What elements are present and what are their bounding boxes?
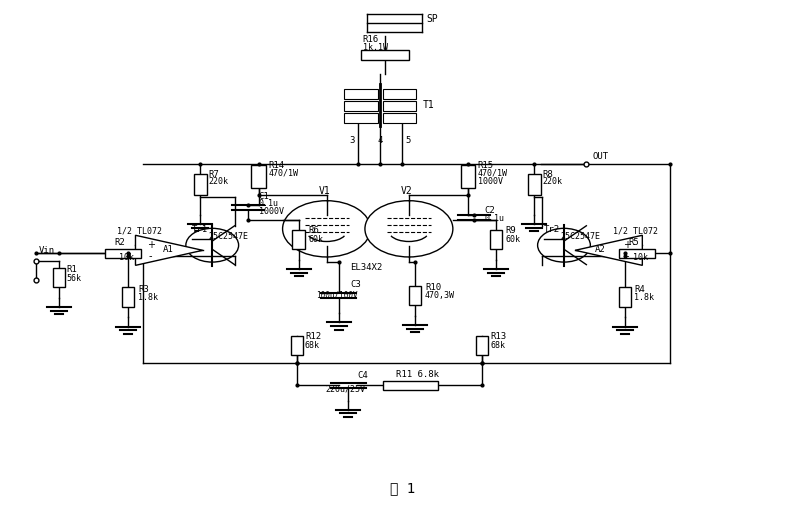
Bar xyxy=(194,174,207,194)
Text: 1.8k: 1.8k xyxy=(138,293,158,302)
Text: 10k: 10k xyxy=(633,253,648,262)
Text: 25C2547E: 25C2547E xyxy=(560,232,600,241)
Bar xyxy=(345,89,378,99)
Text: 56k: 56k xyxy=(67,273,82,282)
Bar xyxy=(345,113,378,124)
Text: OUT: OUT xyxy=(592,153,609,161)
Text: SP: SP xyxy=(427,14,438,24)
Bar xyxy=(382,381,439,390)
Bar xyxy=(489,230,502,249)
Text: A2: A2 xyxy=(594,246,605,254)
Text: 220k: 220k xyxy=(208,177,229,187)
Text: 60k: 60k xyxy=(506,235,521,244)
Bar xyxy=(53,268,64,287)
Bar xyxy=(361,50,409,60)
Text: 1/2 TL072: 1/2 TL072 xyxy=(117,227,162,236)
Text: R11 6.8k: R11 6.8k xyxy=(396,370,439,379)
Text: Tr1: Tr1 xyxy=(192,225,208,234)
Text: 1000V: 1000V xyxy=(477,177,502,186)
Text: -: - xyxy=(625,251,629,261)
Text: 25C2547E: 25C2547E xyxy=(208,232,248,241)
Text: R13: R13 xyxy=(490,332,506,341)
Text: EL34X2: EL34X2 xyxy=(350,263,382,271)
Text: T1: T1 xyxy=(423,100,434,110)
Text: -: - xyxy=(149,251,152,261)
Polygon shape xyxy=(576,235,642,265)
Text: R14: R14 xyxy=(268,160,284,170)
Text: +: + xyxy=(147,240,155,250)
Bar xyxy=(382,89,416,99)
Bar xyxy=(345,101,378,111)
Text: 1.8k: 1.8k xyxy=(634,293,654,302)
Text: R8: R8 xyxy=(543,170,553,179)
Circle shape xyxy=(538,229,590,262)
Text: 3: 3 xyxy=(349,136,354,145)
Bar xyxy=(105,249,141,258)
Bar xyxy=(460,165,475,188)
Text: 60k: 60k xyxy=(308,235,323,244)
Text: 100u/100V: 100u/100V xyxy=(316,291,357,299)
Text: R15: R15 xyxy=(477,160,493,170)
Text: R6: R6 xyxy=(308,226,319,235)
Text: 5: 5 xyxy=(406,136,411,145)
Bar xyxy=(291,336,303,355)
Circle shape xyxy=(365,201,453,257)
Text: 1k.1W: 1k.1W xyxy=(362,43,387,52)
Bar xyxy=(528,174,541,194)
Circle shape xyxy=(283,201,370,257)
Text: R9: R9 xyxy=(506,226,516,235)
Text: 0.1u: 0.1u xyxy=(485,214,505,223)
Text: R1: R1 xyxy=(67,265,77,275)
Text: Vin: Vin xyxy=(39,247,55,255)
Text: 1000V: 1000V xyxy=(258,206,283,216)
Text: A1: A1 xyxy=(163,246,173,254)
Text: R4: R4 xyxy=(634,285,645,294)
Bar xyxy=(477,336,489,355)
Text: C1: C1 xyxy=(258,192,270,201)
Text: +: + xyxy=(623,240,631,250)
Text: 68k: 68k xyxy=(305,341,320,349)
Text: 470/1W: 470/1W xyxy=(477,168,508,177)
Bar xyxy=(251,165,266,188)
Text: 68k: 68k xyxy=(490,341,506,349)
Text: C2: C2 xyxy=(485,206,496,215)
Text: R10: R10 xyxy=(425,283,441,292)
Bar xyxy=(382,101,416,111)
Polygon shape xyxy=(135,235,203,265)
Text: 470/1W: 470/1W xyxy=(268,168,298,177)
Bar xyxy=(619,287,631,307)
Text: R5: R5 xyxy=(629,238,639,247)
Text: C4: C4 xyxy=(357,371,369,380)
Text: C3: C3 xyxy=(350,280,361,289)
Text: 220u/25V: 220u/25V xyxy=(326,385,365,393)
Text: 10k: 10k xyxy=(118,253,134,262)
Text: 1/2 TL072: 1/2 TL072 xyxy=(613,227,658,236)
Text: 4: 4 xyxy=(378,136,383,145)
Bar xyxy=(382,113,416,124)
Text: R3: R3 xyxy=(138,285,149,294)
Bar xyxy=(619,249,654,258)
Bar xyxy=(122,287,134,307)
Circle shape xyxy=(186,229,238,262)
Bar xyxy=(409,285,421,305)
Text: 220k: 220k xyxy=(543,177,563,187)
Bar xyxy=(292,230,305,249)
Text: R2: R2 xyxy=(114,238,126,247)
Text: V1: V1 xyxy=(319,186,330,195)
Text: R16: R16 xyxy=(362,35,378,44)
Text: R12: R12 xyxy=(305,332,321,341)
Text: Tr2: Tr2 xyxy=(544,225,560,234)
Text: R7: R7 xyxy=(208,170,219,179)
Text: 0.1u: 0.1u xyxy=(258,200,279,208)
Text: 图 1: 图 1 xyxy=(390,481,415,495)
Text: V2: V2 xyxy=(401,186,413,195)
Text: 470,3W: 470,3W xyxy=(425,292,455,300)
